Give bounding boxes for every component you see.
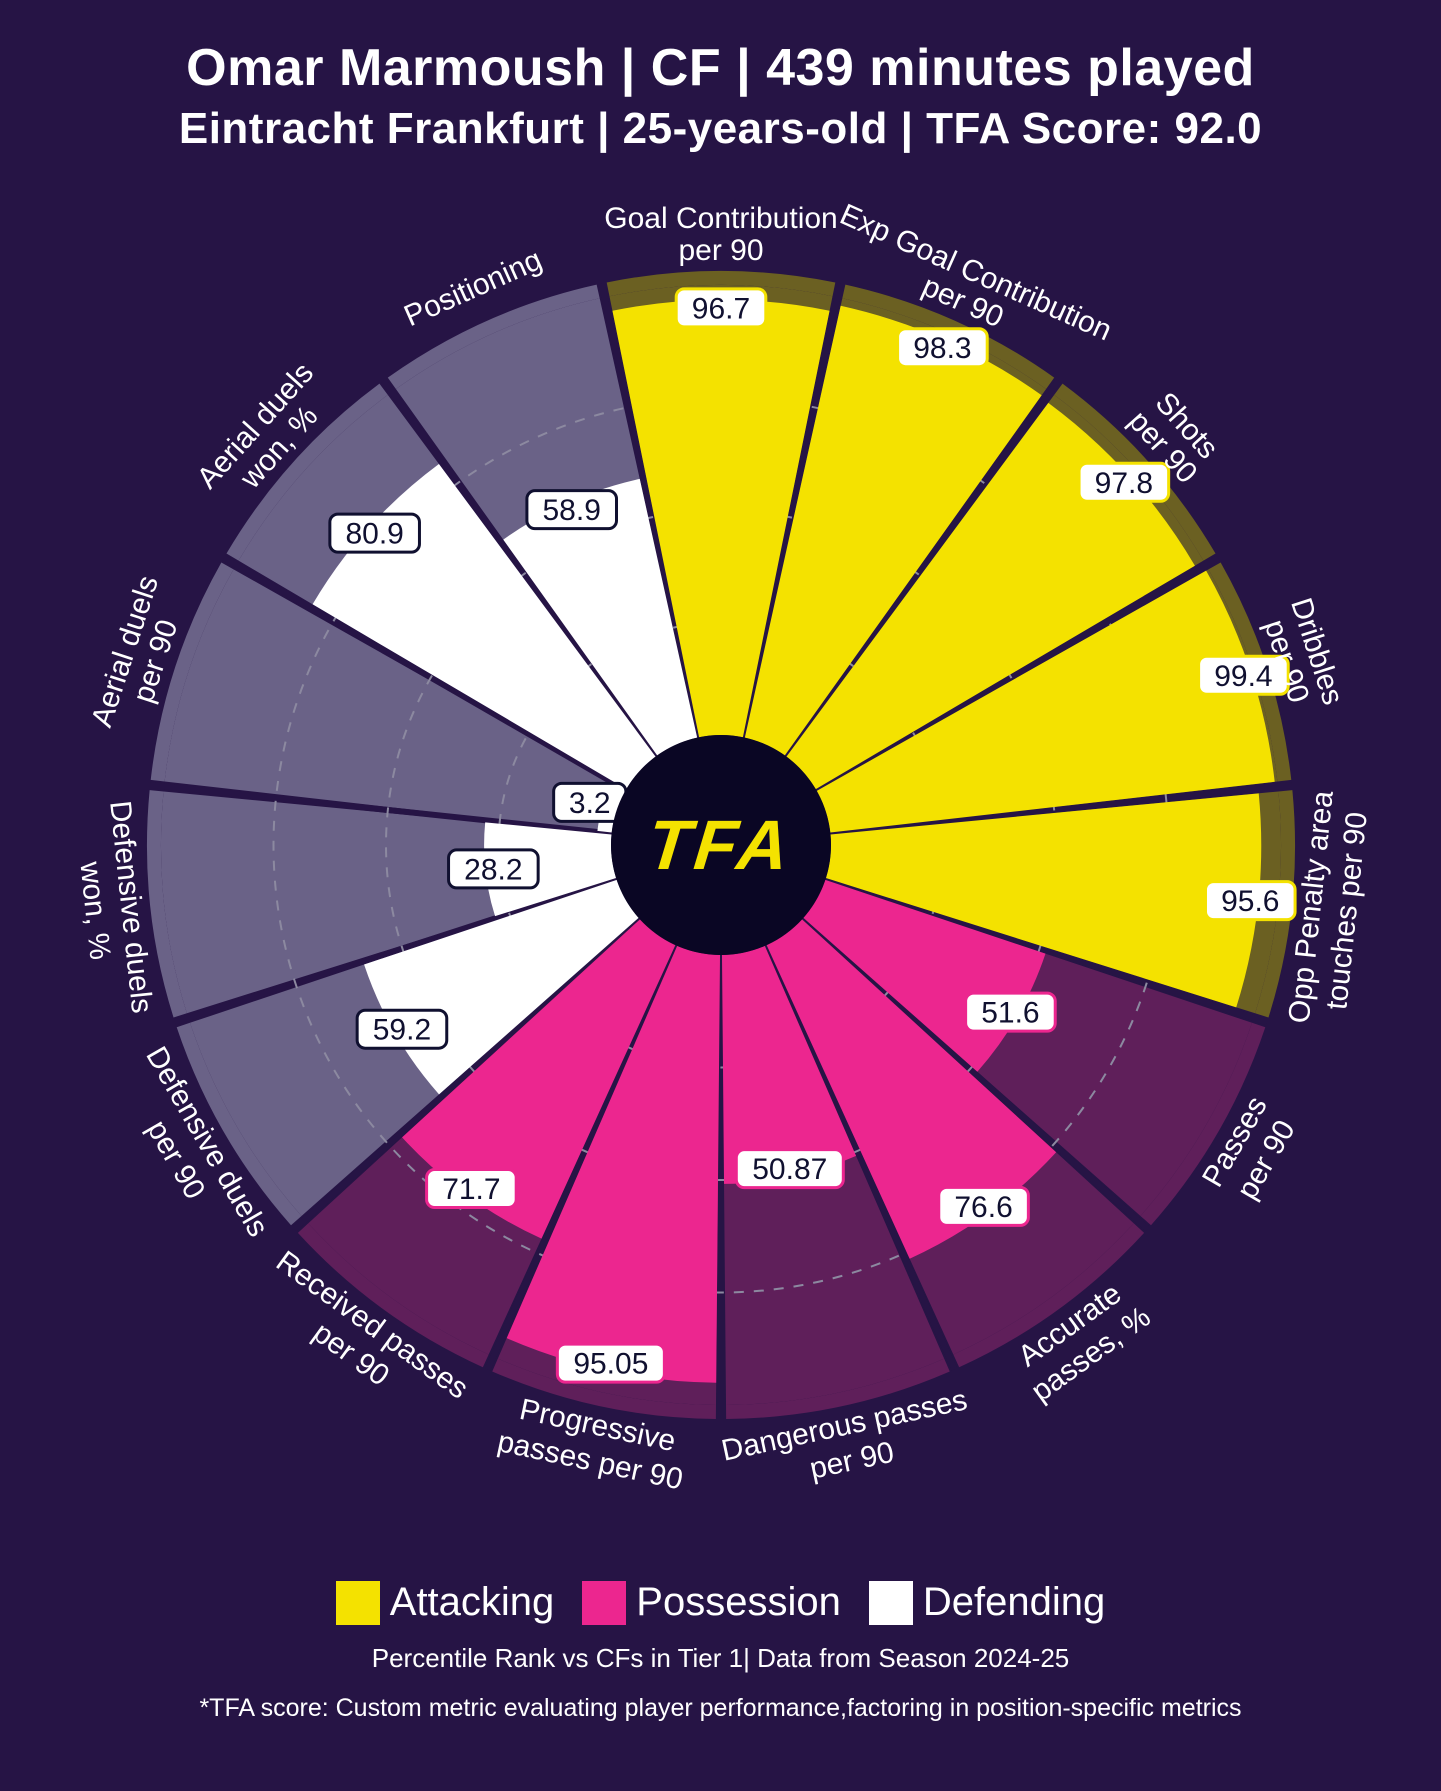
chart-header: Omar Marmoush | CF | 439 minutes played … [0, 0, 1441, 154]
value-tag-text: 76.6 [954, 1191, 1012, 1224]
legend: Attacking Possession Defending Percentile … [0, 1580, 1441, 1723]
legend-item: Attacking [336, 1580, 555, 1625]
footer-line-2: *TFA score: Custom metric evaluating pla… [0, 1694, 1441, 1723]
value-tag-text: 95.6 [1221, 885, 1279, 918]
legend-label: Defending [923, 1580, 1105, 1625]
value-tag-text: 3.2 [568, 787, 610, 820]
legend-item: Defending [869, 1580, 1105, 1625]
legend-swatch [869, 1581, 913, 1625]
title-line-1: Omar Marmoush | CF | 439 minutes played [0, 38, 1441, 98]
title-line-2: Eintracht Frankfurt | 25-years-old | TFA… [0, 104, 1441, 154]
legend-label: Possession [636, 1580, 841, 1625]
value-tag-text: 59.2 [372, 1014, 430, 1047]
legend-swatch [336, 1581, 380, 1625]
value-tag-text: 58.9 [542, 494, 600, 527]
value-tag-text: 97.8 [1094, 467, 1152, 500]
value-tag-text: 28.2 [464, 853, 522, 886]
value-tag-text: 98.3 [913, 332, 971, 365]
value-tag-text: 51.6 [981, 997, 1039, 1030]
legend-swatch [582, 1581, 626, 1625]
value-tag-text: 96.7 [691, 292, 749, 325]
value-tag-text: 95.05 [573, 1348, 648, 1381]
legend-label: Attacking [390, 1580, 555, 1625]
value-tag-text: 50.87 [752, 1153, 827, 1186]
metric-label: won, % [73, 859, 116, 961]
polar-chart: 96.7 98.3 97.8 99.4 95.6 51.6 76.6 50.87 95.05 71… [61, 185, 1381, 1505]
metric-label: Goal Contribution [604, 202, 837, 235]
center-logo: TFA [611, 735, 831, 955]
footer-line-1: Percentile Rank vs CFs in Tier 1| Data f… [0, 1643, 1441, 1674]
legend-item: Possession [582, 1580, 841, 1625]
metric-label: per 90 [678, 234, 763, 267]
center-logo-text: TFA [644, 805, 797, 885]
value-tag-text: 71.7 [442, 1173, 500, 1206]
value-tag-text: 99.4 [1214, 660, 1272, 693]
value-tag-text: 80.9 [345, 518, 403, 551]
